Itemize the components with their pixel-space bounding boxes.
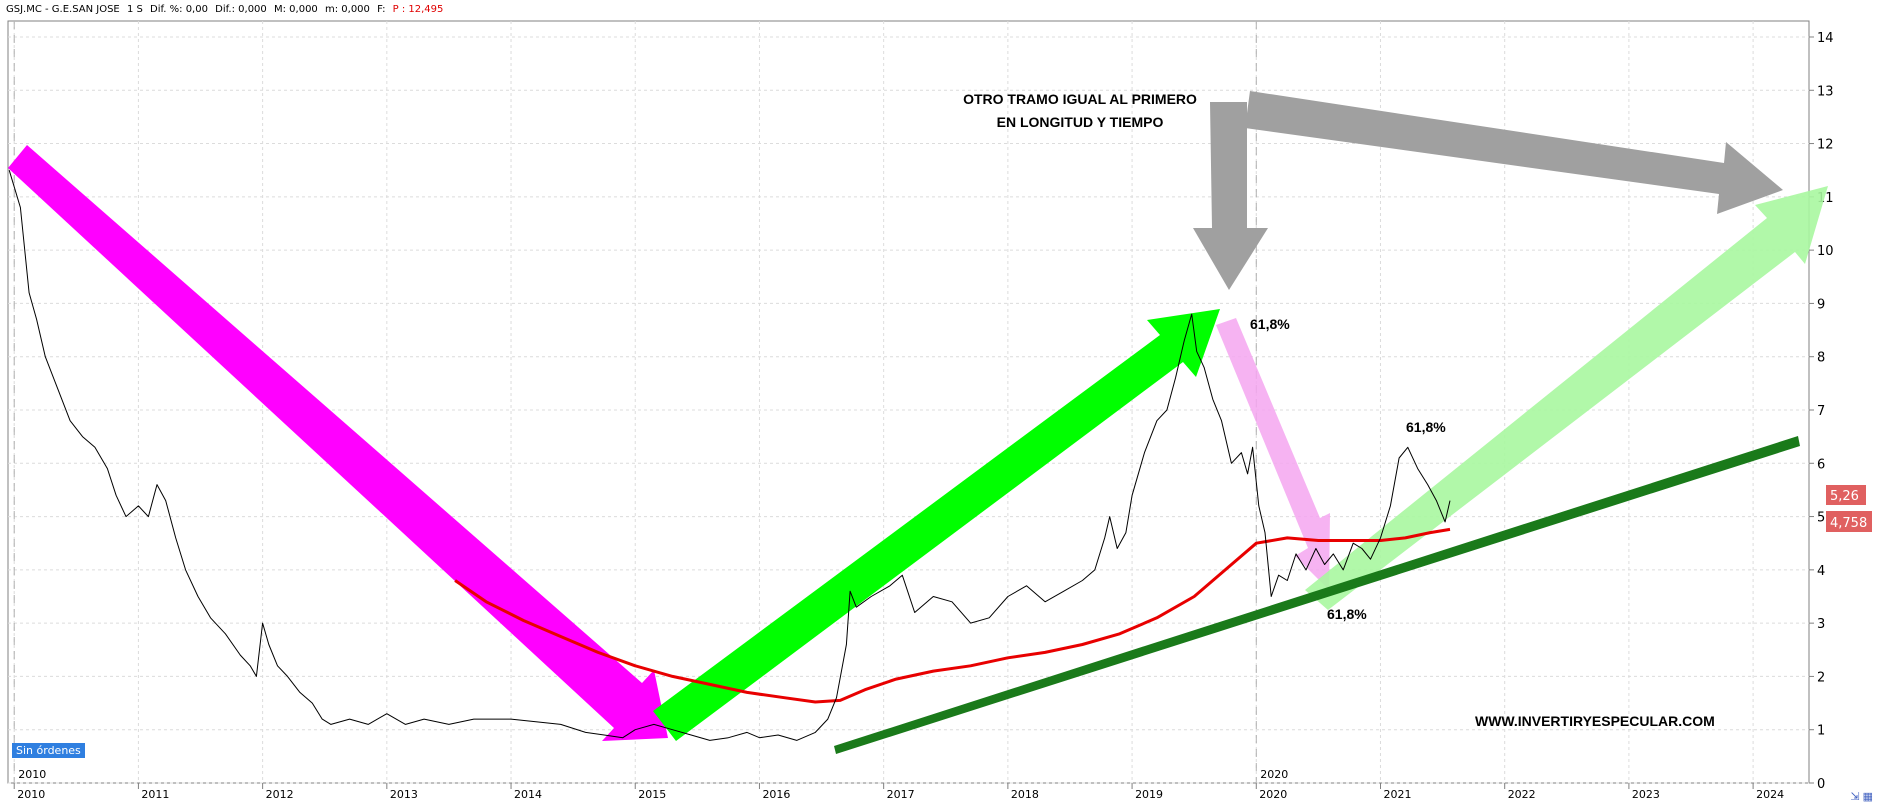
year-marker-label: 2010 [18, 768, 46, 781]
gray-right-arrow [1245, 91, 1783, 214]
x-tick-label: 2016 [762, 788, 790, 801]
x-tick-label: 2020 [1259, 788, 1287, 801]
x-tick-label: 2017 [887, 788, 915, 801]
chart-header: GSJ.MC - G.E.SAN JOSE 1 S Dif. %: 0,00 D… [0, 0, 1816, 20]
price-line [8, 170, 1451, 741]
x-tick-label: 2015 [638, 788, 666, 801]
x-tick-label: 2013 [390, 788, 418, 801]
x-tick-label: 2011 [141, 788, 169, 801]
price-label: P : 12,495 [392, 4, 444, 15]
y-tick-label: 1 [1817, 724, 1825, 739]
ma-price-tag [1826, 511, 1872, 532]
x-tick-label: 2021 [1383, 788, 1411, 801]
symbol-label: GSJ.MC - G.E.SAN JOSE [6, 4, 120, 15]
y-tick-label: 3 [1817, 617, 1825, 632]
fib-label-bottom: 61,8% [1327, 606, 1367, 622]
y-tick-label: 7 [1817, 404, 1825, 419]
y-tick-label: 14 [1817, 31, 1834, 46]
annotation-title-line2: EN LONGITUD Y TIEMPO [997, 114, 1164, 130]
annotation-texts: OTRO TRAMO IGUAL AL PRIMERO EN LONGITUD … [963, 91, 1715, 729]
y-tick-label: 9 [1817, 297, 1825, 312]
x-tick-label: 2019 [1135, 788, 1163, 801]
x-tick-label: 2018 [1011, 788, 1039, 801]
y-tick-label: 8 [1817, 351, 1825, 366]
orders-badge[interactable]: Sin órdenes [12, 743, 85, 758]
x-axis: 2010 2011 2012 2013 2014 2015 2016 2017 2018 2019… [13, 783, 1784, 801]
x-tick-label: 2022 [1508, 788, 1536, 801]
bright-green-up-arrow [653, 309, 1220, 741]
year-marker-label: 2020 [1260, 768, 1288, 781]
x-tick-label: 2023 [1632, 788, 1660, 801]
magenta-down-arrow [8, 145, 668, 741]
y-tick-label: 13 [1817, 84, 1834, 99]
moving-average-line [454, 527, 1451, 704]
x-tick-label: 2010 [17, 788, 45, 801]
ma-price-value: 4,758 [1830, 516, 1867, 531]
light-green-up-arrow [1305, 186, 1828, 610]
last-price-tag [1826, 485, 1866, 505]
y-tick-label: 0 [1817, 777, 1825, 792]
x-tick-label: 2012 [266, 788, 294, 801]
period-label: 1 S [126, 4, 143, 15]
y-tick-label: 10 [1817, 244, 1834, 259]
min-label: m: 0,000 [324, 4, 370, 15]
website-label: WWW.INVERTIRYESPECULAR.COM [1475, 713, 1715, 729]
x-tick-label: 2014 [514, 788, 542, 801]
fib-label-right: 61,8% [1406, 419, 1446, 435]
dark-green-trendline [834, 436, 1800, 754]
last-price-value: 5,26 [1830, 489, 1859, 504]
y-tick-label: 2 [1817, 670, 1825, 685]
chart-type-icon[interactable]: ▦ [1862, 791, 1873, 803]
y-tick-label: 4 [1817, 564, 1825, 579]
pink-band [1216, 318, 1330, 590]
price-tags: 5,26 4,758 [1826, 485, 1872, 532]
annotation-title-line1: OTRO TRAMO IGUAL AL PRIMERO [963, 91, 1197, 107]
zoom-icon[interactable]: ⇲ [1850, 791, 1860, 803]
y-tick-label: 5 [1817, 511, 1825, 526]
y-tick-label: 12 [1817, 138, 1834, 153]
annotation-arrows [8, 91, 1828, 754]
x-tick-label: 2024 [1756, 788, 1784, 801]
max-label: M: 0,000 [273, 4, 318, 15]
gray-down-arrow [1193, 102, 1268, 290]
f-label: F: [377, 4, 386, 15]
corner-icons[interactable]: ⇲ ▦ [1850, 790, 1873, 803]
dif-pct-label: Dif. %: 0,00 [150, 4, 208, 15]
fib-label-top: 61,8% [1250, 316, 1290, 332]
y-tick-label: 6 [1817, 457, 1825, 472]
dif-label: Dif.: 0,000 [215, 4, 267, 15]
series-group [8, 170, 1451, 741]
